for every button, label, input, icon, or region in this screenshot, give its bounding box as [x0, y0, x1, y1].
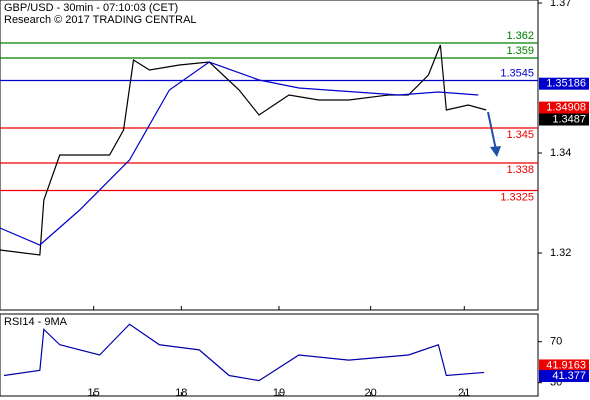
chart-subtitle: Research © 2017 TRADING CENTRAL — [4, 14, 197, 26]
x-tick-label: 21 — [458, 387, 470, 399]
arrow-head — [490, 146, 501, 157]
rsi-title: RSI14 - 9MA — [4, 316, 68, 328]
level-label: 1.338 — [506, 164, 534, 176]
series-line — [3, 323, 485, 382]
level-label: 1.3545 — [500, 67, 534, 79]
price-tag-label: 1.35186 — [546, 78, 586, 90]
price-tag — [539, 113, 589, 126]
level-label: 1.359 — [506, 45, 534, 57]
x-tick-label: 19 — [273, 387, 285, 399]
chart-title: GBP/USD - 30min - 07:10:03 (CET) — [4, 2, 178, 14]
level-label: 1.345 — [506, 129, 534, 141]
price-tag-label: 1.34908 — [546, 102, 586, 114]
y-tick-label: 1.32 — [550, 247, 571, 259]
y-tick-label: 1.34 — [550, 147, 571, 159]
x-tick-label: 18 — [175, 387, 187, 399]
price-tag — [539, 77, 589, 90]
price-tag-label: 1.3487 — [552, 113, 586, 125]
price-tag-label: 41.9163 — [546, 359, 586, 371]
x-tick-label: 20 — [364, 387, 376, 399]
price-tag — [539, 101, 589, 114]
price-tag — [539, 359, 589, 372]
rsi-panel — [0, 313, 539, 397]
level-label: 1.362 — [506, 30, 534, 42]
forecast-arrow — [487, 111, 497, 151]
series-line — [0, 44, 487, 256]
level-label: 1.3325 — [500, 191, 534, 203]
price-tag-label: 41.377 — [552, 370, 586, 382]
y-tick-label: 1.37 — [550, 0, 571, 9]
series-line — [0, 61, 479, 246]
price-tag — [539, 370, 589, 383]
x-tick-label: 15 — [88, 387, 100, 399]
y-tick-label: 70 — [550, 336, 562, 348]
